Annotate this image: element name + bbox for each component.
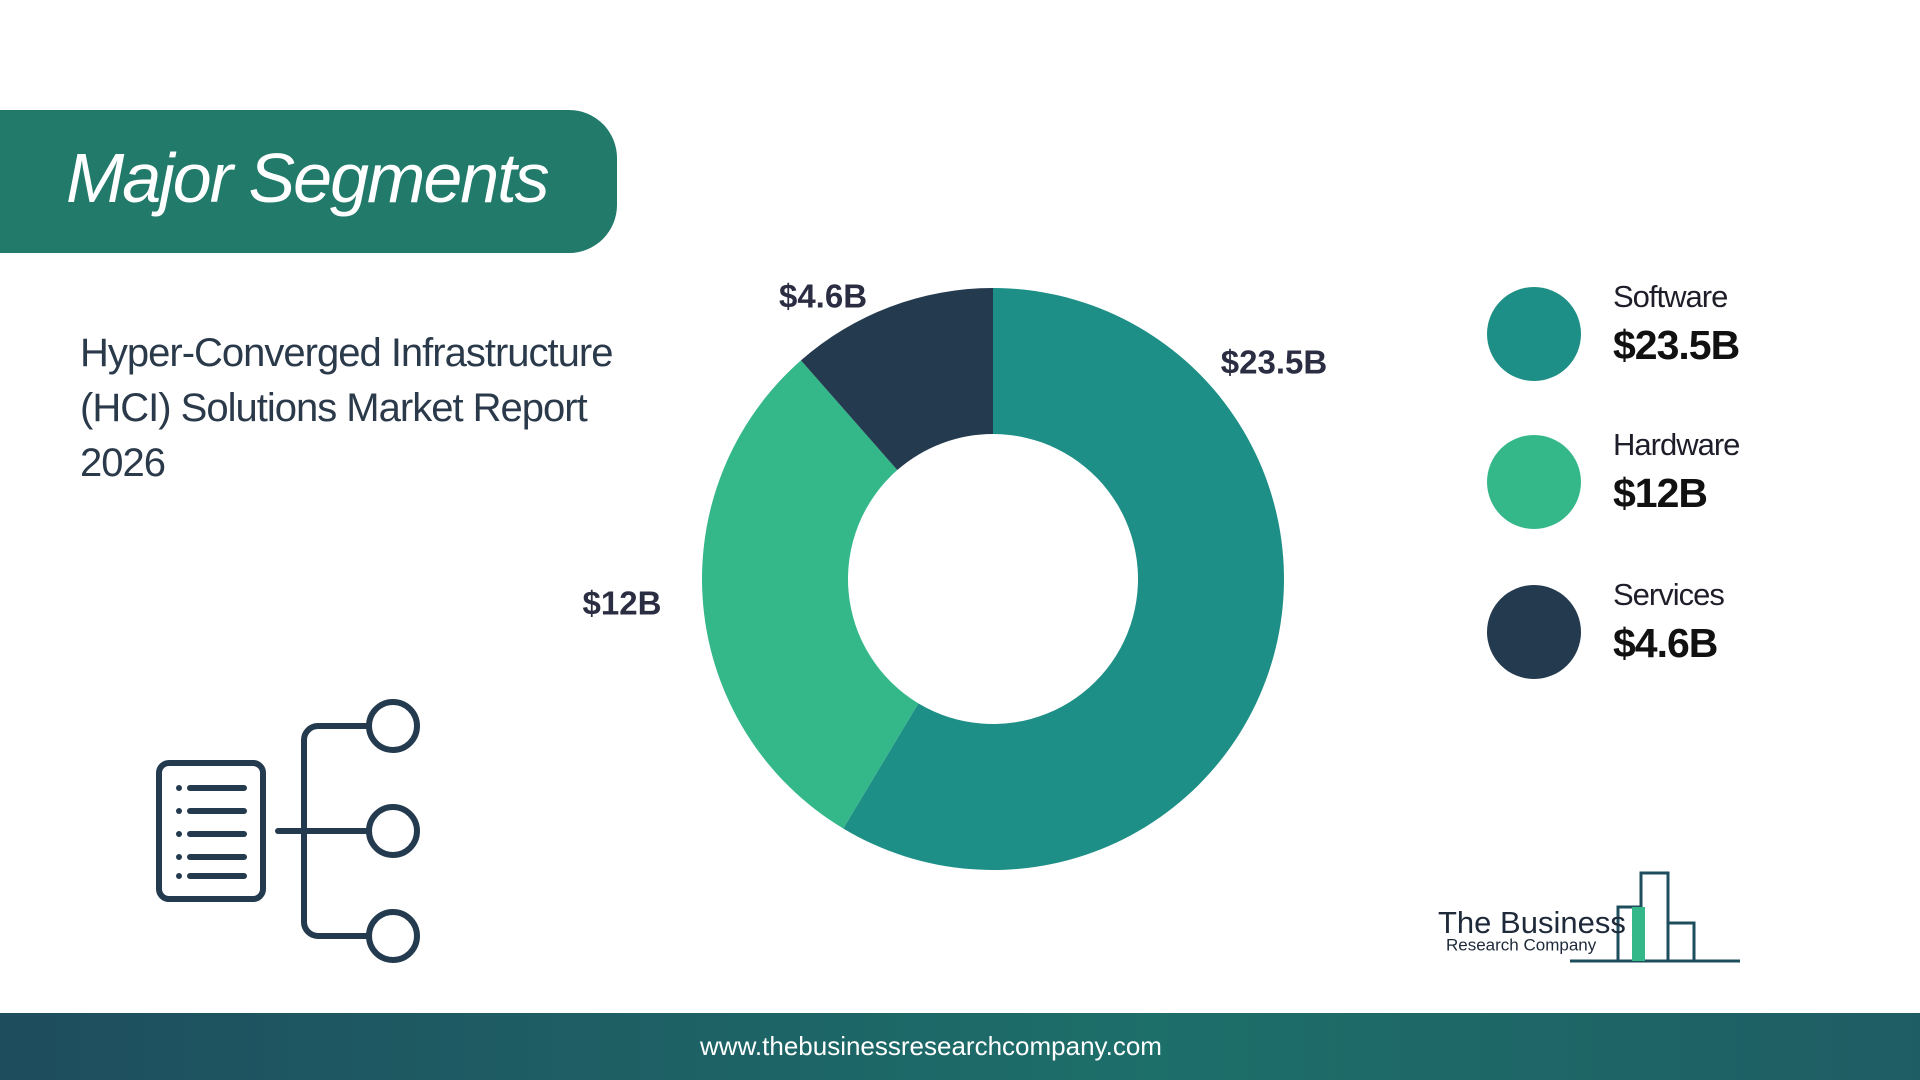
data-label: $23.5B (1221, 344, 1327, 381)
pie-slice (800, 288, 993, 471)
logo: The Business Research Company (1438, 871, 1740, 963)
legend-value: $12B (1613, 470, 1707, 516)
legend-swatch (1487, 287, 1581, 381)
title-banner (0, 110, 617, 253)
footer: www.thebusinessresearchcompany.com (0, 1013, 1920, 1080)
data-label: $4.6B (779, 278, 867, 315)
legend-value: $23.5B (1613, 322, 1739, 368)
list-icon (156, 699, 420, 963)
logo-line2: Research Company (1446, 935, 1597, 954)
legend-swatch (1487, 585, 1581, 679)
footer-url: www.thebusinessresearchcompany.com (700, 1031, 1162, 1061)
data-label: $12B (583, 585, 662, 622)
pie-slice (702, 360, 919, 829)
legend-value: $4.6B (1613, 620, 1717, 666)
chart: The Business Research Company $23.5B $12B… (156, 278, 1740, 963)
legend-name: Software (1613, 279, 1727, 314)
subtitle: Hyper-Converged Infrastructure (HCI) Sol… (80, 331, 613, 485)
legend-name: Hardware (1613, 427, 1739, 462)
logo-bar (1632, 907, 1645, 961)
legend-swatch (1487, 435, 1581, 529)
logo-line1: The Business (1438, 905, 1626, 940)
pie-slice (843, 288, 1285, 871)
legend-name: Services (1613, 577, 1724, 612)
page-title: Major Segments (66, 139, 550, 217)
